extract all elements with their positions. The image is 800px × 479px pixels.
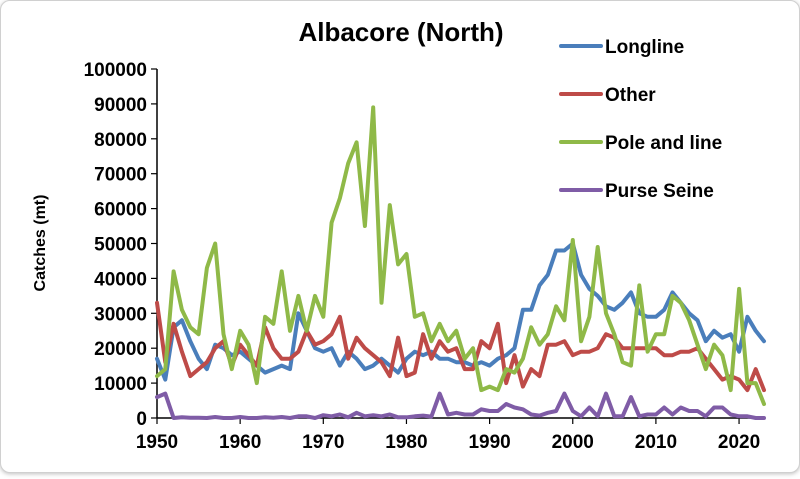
y-tick-label: 60000 <box>94 200 147 221</box>
x-tick-label: 2000 <box>552 432 594 453</box>
y-tick-label: 100000 <box>84 60 147 81</box>
y-tick-label: 30000 <box>94 304 147 325</box>
legend-label-purse-seine: Purse Seine <box>605 181 714 202</box>
y-tick-label: 80000 <box>94 130 147 151</box>
y-tick-label: 10000 <box>94 374 147 395</box>
x-tick-label: 1970 <box>302 432 344 453</box>
series-line-pole-and-line <box>155 105 766 406</box>
x-tick-label: 1960 <box>219 432 261 453</box>
legend-label-longline: Longline <box>605 37 684 58</box>
x-tick-label: 2020 <box>718 432 760 453</box>
y-tick-label: 90000 <box>94 95 147 116</box>
legend: Longline Other Pole and line Purse Seine <box>559 37 722 202</box>
chart-title: Albacore (North) <box>298 17 503 47</box>
y-axis-label: Catches (mt) <box>32 195 49 292</box>
y-tick-label: 50000 <box>94 235 147 256</box>
x-tick-label: 1950 <box>136 432 178 453</box>
x-tick-label: 2010 <box>635 432 677 453</box>
series-line-purse-seine <box>155 391 766 420</box>
x-tick-label: 1990 <box>468 432 510 453</box>
y-tick-label: 40000 <box>94 269 147 290</box>
series-lines <box>155 105 766 420</box>
x-tick-label: 1980 <box>385 432 427 453</box>
axes: 0 10000 20000 30000 40000 50000 60000 70000 8000… <box>84 60 764 453</box>
y-tick-label: 20000 <box>94 339 147 360</box>
legend-label-pole-and-line: Pole and line <box>605 133 722 154</box>
legend-label-other: Other <box>605 85 656 106</box>
y-tick-label: 70000 <box>94 165 147 186</box>
y-tick-label: 0 <box>136 409 147 430</box>
